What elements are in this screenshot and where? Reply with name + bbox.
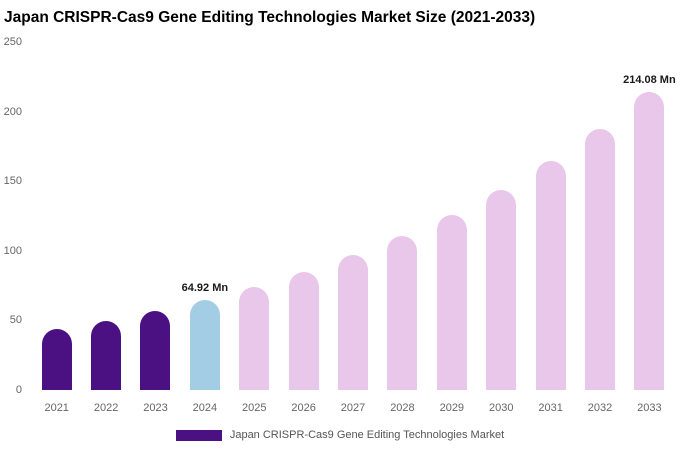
bar-2025	[239, 286, 270, 390]
x-axis-label-2026: 2026	[291, 402, 316, 414]
legend-swatch	[175, 429, 222, 441]
y-tick-label: 250	[3, 36, 22, 48]
x-axis-label-2033: 2033	[637, 402, 662, 414]
bar-slot-2024: 64.92 Mn	[180, 42, 229, 390]
x-axis-label-2021: 2021	[44, 402, 69, 414]
legend-label: Japan CRISPR-Cas9 Gene Editing Technolog…	[229, 429, 505, 441]
bar-slot-2021	[32, 42, 81, 390]
bar-2024: 64.92 Mn	[182, 282, 228, 390]
bar-slot-2031	[526, 42, 575, 390]
bar-slot-2025	[230, 42, 279, 390]
x-axis-label-2032: 2032	[587, 402, 613, 414]
bar-value-label-2024: 64.92 Mn	[181, 281, 229, 294]
bar-2030	[486, 189, 517, 390]
bar-2029	[436, 214, 467, 390]
y-tick-label: 100	[3, 244, 22, 257]
bar-slot-2032	[575, 42, 624, 390]
bar-slot-2029	[427, 42, 476, 390]
x-axis-label-2030: 2030	[488, 402, 514, 414]
bar-2028	[387, 236, 418, 390]
x-axis-label-2025: 2025	[242, 402, 267, 414]
x-axis-label-2023: 2023	[143, 402, 168, 414]
x-axis-label-2024: 2024	[192, 402, 218, 414]
bar-value-label-2033: 214.08 Mn	[623, 74, 676, 87]
bar-slot-2030	[477, 42, 526, 390]
bar-slot-2033: 214.08 Mn	[623, 42, 676, 390]
y-tick-label: 200	[3, 105, 22, 118]
y-tick-label: 0	[15, 384, 22, 396]
bar-2021	[41, 329, 72, 390]
bar-slot-2027	[328, 42, 377, 390]
x-axis-label-2028: 2028	[390, 402, 415, 414]
bar-2026	[288, 272, 319, 390]
bar-2022	[91, 320, 122, 390]
bar-2031	[535, 161, 566, 390]
bar-2027	[338, 255, 369, 390]
bar-slot-2023	[131, 42, 180, 390]
x-axis: 2021 2022 2023 2024 2025 2026 2027 2028 2029 2030…	[32, 402, 674, 416]
bar-2033: 214.08 Mn	[623, 74, 676, 390]
x-axis-label-2029: 2029	[439, 402, 465, 414]
bar-2032	[584, 128, 615, 390]
bar-slot-2022	[81, 42, 130, 390]
bar-2023	[140, 310, 171, 390]
legend: Japan CRISPR-Cas9 Gene Editing Technolog…	[0, 429, 680, 441]
chart-title: Japan CRISPR-Cas9 Gene Editing Technolog…	[4, 9, 536, 26]
x-axis-label-2027: 2027	[340, 402, 366, 414]
bar-slot-2028	[378, 42, 427, 390]
bar-slot-2026	[279, 42, 328, 390]
y-tick-label: 150	[3, 175, 22, 188]
y-tick-label: 50	[9, 314, 22, 327]
x-axis-label-2031: 2031	[538, 402, 563, 414]
plot-area: 64.92 Mn 214.08 Mn	[32, 42, 676, 390]
y-axis: 0 50 100 150 200 250	[0, 36, 28, 396]
x-axis-label-2022: 2022	[93, 402, 119, 414]
